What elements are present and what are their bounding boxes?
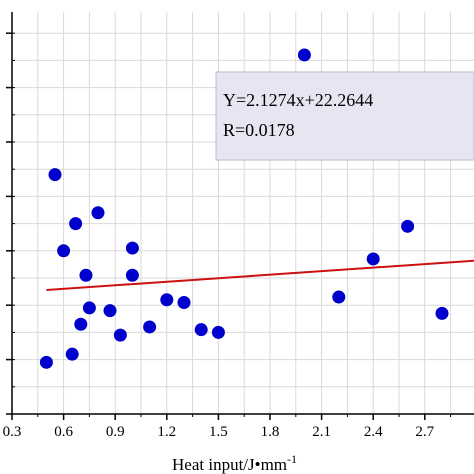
x-tick-label: 1.8 <box>261 424 280 440</box>
x-tick-label: 2.4 <box>364 424 383 440</box>
x-tick-label: 1.2 <box>157 424 176 440</box>
x-tick-label: 1.5 <box>209 424 228 440</box>
data-point <box>48 168 62 182</box>
x-tick-label: 2.7 <box>415 424 434 440</box>
data-point <box>435 306 449 320</box>
data-point <box>82 301 96 315</box>
data-point <box>91 206 105 220</box>
fit-line-group <box>46 259 474 291</box>
x-axis-title-superscript: -1 <box>287 452 297 466</box>
data-point <box>177 295 191 309</box>
data-point <box>366 252 380 266</box>
data-points <box>39 48 449 369</box>
x-tick-label: 0.9 <box>106 424 125 440</box>
annotation-box <box>215 71 474 161</box>
data-point <box>194 323 208 337</box>
data-point <box>401 219 415 233</box>
data-point <box>143 320 157 334</box>
data-point <box>39 355 53 369</box>
equation-annotation: Y=2.1274x+22.2644 R=0.0178 <box>215 71 474 161</box>
data-point <box>69 217 83 231</box>
x-axis-title: Heat input/J•mm-1 <box>172 452 297 474</box>
data-point <box>113 328 127 342</box>
data-point <box>103 304 117 318</box>
x-tick-label: 0.3 <box>3 424 22 440</box>
data-point <box>332 290 346 304</box>
x-tick-labels: 0.3 0.6 0.9 1.2 1.5 1.8 2.1 2.4 2.7 <box>3 424 435 440</box>
data-point <box>125 268 139 282</box>
annotation-equation: Y=2.1274x+22.2644 <box>223 90 373 110</box>
x-tick-label: 2.1 <box>312 424 331 440</box>
x-tick-label: 0.6 <box>54 424 73 440</box>
axes <box>6 12 474 420</box>
annotation-r-value: R=0.0178 <box>223 120 295 140</box>
data-point <box>125 241 139 255</box>
data-point <box>297 48 311 62</box>
data-point <box>65 347 79 361</box>
data-point <box>57 244 71 258</box>
data-point <box>211 325 225 339</box>
x-axis-title-text: Heat input/J•mm <box>172 455 287 474</box>
data-point <box>74 317 88 331</box>
fit-line <box>46 259 474 291</box>
data-point <box>79 268 93 282</box>
data-point <box>160 293 174 307</box>
